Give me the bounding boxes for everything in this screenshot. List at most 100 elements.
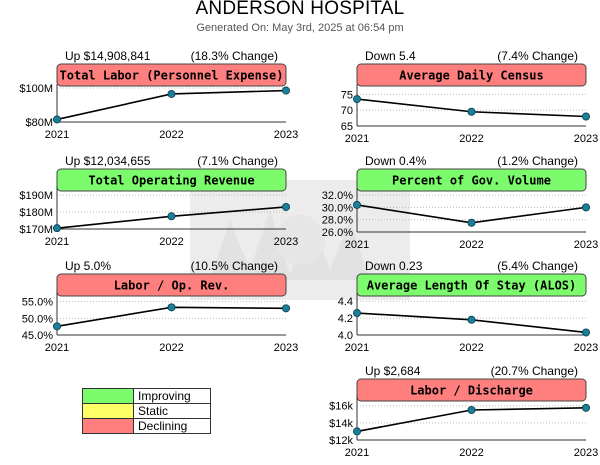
data-point <box>281 202 290 211</box>
data-point <box>582 112 591 121</box>
chart-header-bar <box>356 273 587 297</box>
pct-change-text: (7.4% Change) <box>497 49 578 63</box>
y-tick-label: 65 <box>341 121 353 133</box>
x-tick-label: 2022 <box>459 133 483 145</box>
chart-title: Labor / Discharge <box>410 384 533 398</box>
x-tick-label: 2022 <box>159 129 183 141</box>
x-tick-label: 2023 <box>574 239 598 251</box>
legend-item-declining: Declining <box>82 418 211 434</box>
chart-header-bar <box>356 63 587 87</box>
y-tick-label: 55.0% <box>22 297 53 309</box>
y-tick-label: $80M <box>25 117 53 129</box>
x-tick-label: 2021 <box>345 447 369 459</box>
data-point <box>53 224 62 233</box>
legend: Improving Static Declining <box>82 388 211 434</box>
data-point <box>352 427 361 436</box>
y-tick-label: $16k <box>329 401 353 413</box>
change-text: Up $14,908,841 <box>65 49 151 63</box>
y-tick-label: 32.0% <box>322 190 353 202</box>
data-point <box>467 405 476 414</box>
change-text: Up 5.0% <box>65 259 111 273</box>
data-point <box>582 328 591 337</box>
data-point <box>53 322 62 331</box>
data-point <box>467 315 476 324</box>
x-tick-label: 2022 <box>159 236 183 248</box>
x-tick-label: 2023 <box>274 342 298 354</box>
y-tick-label: $100M <box>19 83 53 95</box>
chart-header-bar <box>356 168 587 192</box>
x-tick-label: 2022 <box>459 239 483 251</box>
data-point <box>467 107 476 116</box>
legend-label-improving: Improving <box>133 388 211 404</box>
chart-title: Labor / Op. Rev. <box>114 279 230 293</box>
x-tick-label: 2021 <box>345 239 369 251</box>
page-title: ANDERSON HOSPITAL <box>195 0 405 19</box>
y-tick-label: 70 <box>341 105 353 117</box>
x-tick-label: 2021 <box>45 342 69 354</box>
data-point <box>352 309 361 318</box>
pct-change-text: (5.4% Change) <box>497 259 578 273</box>
y-tick-label: $12k <box>329 435 353 447</box>
x-tick-label: 2022 <box>159 342 183 354</box>
legend-swatch-static <box>82 403 134 419</box>
y-tick-label: 4.2 <box>338 313 353 325</box>
chart-header-bar <box>56 168 287 192</box>
data-point <box>352 95 361 104</box>
x-tick-label: 2021 <box>45 236 69 248</box>
y-tick-label: 26.0% <box>322 227 353 239</box>
pct-change-text: (10.5% Change) <box>191 259 278 273</box>
data-point <box>167 89 176 98</box>
y-tick-label: 4.0 <box>338 330 353 342</box>
data-point <box>467 218 476 227</box>
chart-header-bar <box>56 273 287 297</box>
chart-header-bar <box>56 63 287 87</box>
data-point <box>582 403 591 412</box>
x-tick-label: 2021 <box>345 342 369 354</box>
y-tick-label: 4.4 <box>338 296 353 308</box>
x-tick-label: 2021 <box>45 129 69 141</box>
chart-title: Total Labor (Personnel Expense) <box>60 69 284 83</box>
data-point <box>582 203 591 212</box>
change-text: Up $2,684 <box>365 364 421 378</box>
pct-change-text: (18.3% Change) <box>191 49 278 63</box>
data-point <box>167 303 176 312</box>
pct-change-text: (7.1% Change) <box>197 154 278 168</box>
legend-item-improving: Improving <box>82 388 211 404</box>
legend-swatch-improving <box>82 388 134 404</box>
y-tick-label: 45.0% <box>22 330 53 342</box>
legend-label-declining: Declining <box>133 418 211 434</box>
y-tick-label: $190M <box>19 190 53 202</box>
y-tick-label: 28.0% <box>322 215 353 227</box>
x-tick-label: 2023 <box>274 129 298 141</box>
change-text: Down 5.4 <box>365 49 416 63</box>
x-tick-label: 2022 <box>459 447 483 459</box>
chart-title: Percent of Gov. Volume <box>392 174 551 188</box>
pct-change-text: (1.2% Change) <box>497 154 578 168</box>
x-tick-label: 2021 <box>345 133 369 145</box>
change-text: Down 0.23 <box>365 259 423 273</box>
data-point <box>281 304 290 313</box>
y-tick-label: $170M <box>19 224 53 236</box>
y-tick-label: 75 <box>341 89 353 101</box>
chart-title: Average Daily Census <box>399 69 544 83</box>
x-tick-label: 2023 <box>274 236 298 248</box>
data-point <box>167 212 176 221</box>
x-tick-label: 2023 <box>574 342 598 354</box>
chart-title: Total Operating Revenue <box>88 174 254 188</box>
pct-change-text: (20.7% Change) <box>491 364 578 378</box>
x-tick-label: 2022 <box>459 342 483 354</box>
chart-header-bar <box>356 378 587 402</box>
legend-label-static: Static <box>133 403 211 419</box>
x-tick-label: 2023 <box>574 133 598 145</box>
y-tick-label: 50.0% <box>22 313 53 325</box>
y-tick-label: 30.0% <box>322 202 353 214</box>
data-point <box>352 200 361 209</box>
x-tick-label: 2023 <box>574 447 598 459</box>
legend-swatch-declining <box>82 418 134 434</box>
data-point <box>281 86 290 95</box>
y-tick-label: $180M <box>19 207 53 219</box>
generated-timestamp: Generated On: May 3rd, 2025 at 06:54 pm <box>196 22 404 34</box>
y-tick-label: $14k <box>329 418 353 430</box>
legend-item-static: Static <box>82 403 211 419</box>
